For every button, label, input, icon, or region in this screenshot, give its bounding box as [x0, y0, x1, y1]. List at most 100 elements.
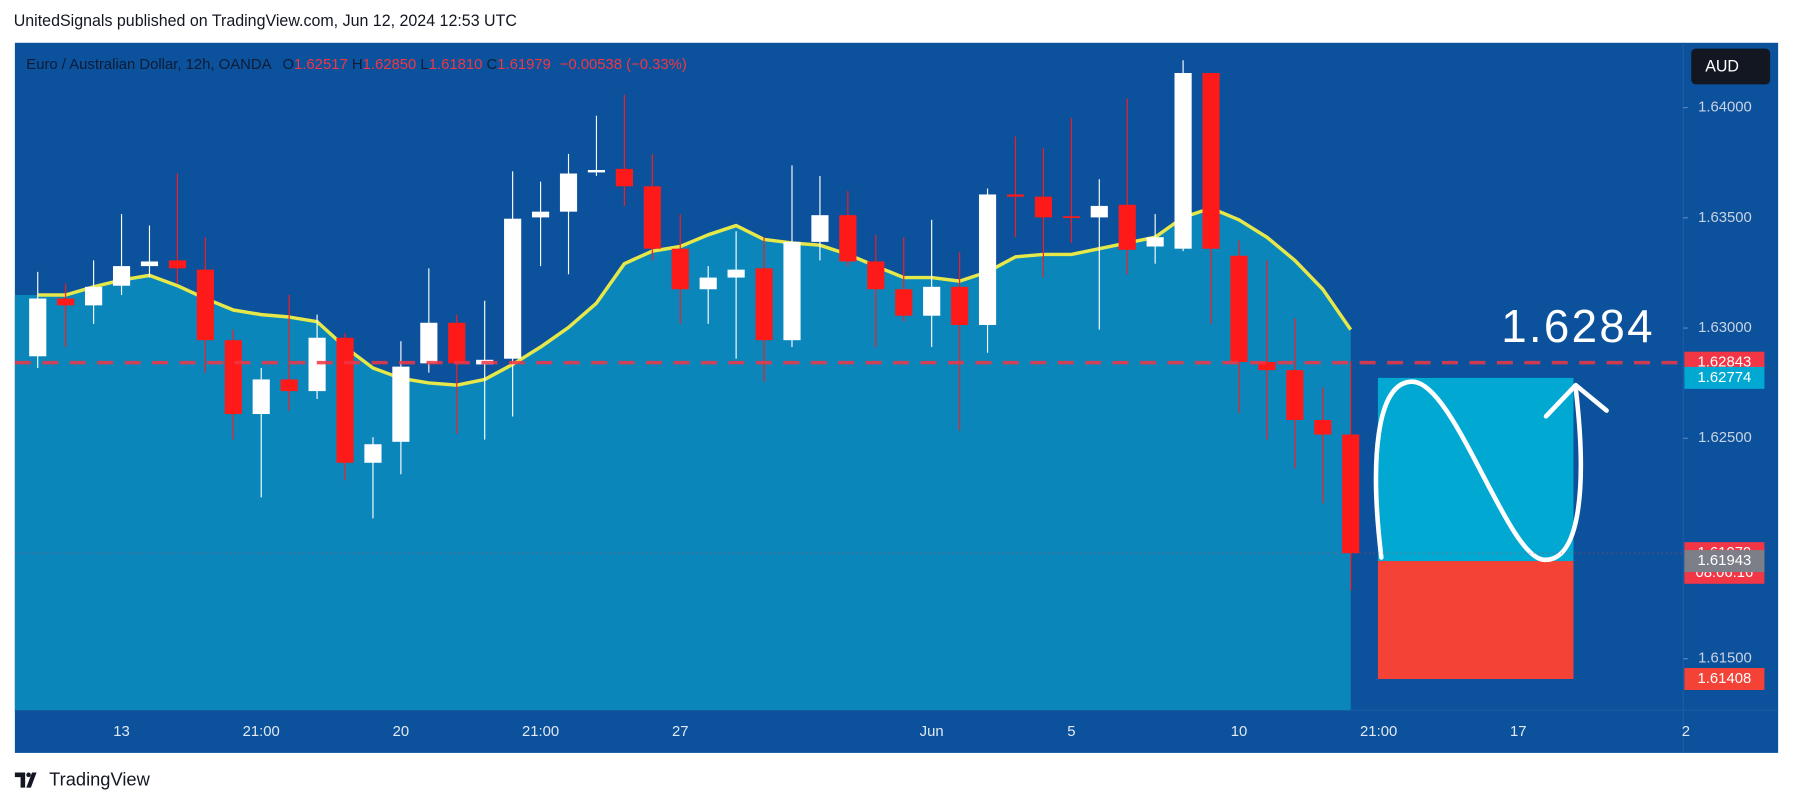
x-tick-label: 2	[1682, 723, 1690, 740]
tradingview-logo	[14, 772, 37, 788]
x-tick-label: 10	[1231, 723, 1248, 740]
candle-body	[1342, 434, 1360, 554]
target-zone	[1377, 377, 1574, 562]
candle-body	[57, 298, 75, 306]
drawing-layer	[1373, 379, 1609, 563]
y-tick-label: 1.61500	[1698, 650, 1752, 667]
candle-body	[923, 286, 941, 316]
legend-c-label: C	[487, 56, 498, 73]
stop-zone	[1377, 561, 1574, 680]
x-tick-label: 20	[393, 723, 410, 740]
candle-body	[755, 268, 773, 341]
candle-body	[392, 366, 410, 442]
candle-body	[867, 261, 885, 290]
candle-body	[978, 194, 997, 325]
candle-body	[252, 379, 270, 415]
candle-body	[839, 215, 857, 262]
candle-body	[951, 286, 969, 325]
candle-body	[1062, 216, 1080, 219]
legend-open: 1.62517	[294, 56, 348, 73]
candle-body	[196, 269, 214, 341]
marks-layer	[29, 60, 1360, 591]
candle-body	[811, 215, 829, 242]
candle-body	[671, 248, 689, 290]
x-tick-label: 21:00	[1360, 723, 1397, 740]
candle-body	[140, 261, 159, 267]
candle-body	[643, 186, 661, 249]
candle-body	[531, 211, 550, 218]
candle-body	[224, 340, 242, 415]
candle-body	[1146, 237, 1164, 247]
x-tick-label: 13	[113, 723, 130, 740]
y-tick-label: 1.63000	[1698, 319, 1752, 336]
price-annotation: 1.6284	[1501, 300, 1655, 352]
candle-body	[1314, 419, 1332, 435]
currency-button[interactable]	[1691, 48, 1771, 85]
candle-body	[895, 289, 913, 316]
candle-body	[280, 379, 298, 392]
hand-drawn-curve	[1373, 379, 1584, 563]
candle-body	[364, 444, 382, 463]
price-label: 1.62843	[1698, 354, 1752, 371]
y-tick-label: 1.62500	[1698, 429, 1752, 446]
candle-body	[1118, 204, 1136, 250]
candle-body	[1174, 72, 1192, 249]
legend-o-label: O	[282, 56, 294, 73]
candle-body	[336, 337, 354, 463]
legend-close: 1.61979	[497, 56, 551, 73]
header-text: UnitedSignals published on TradingView.c…	[14, 12, 518, 30]
x-tick-label: 17	[1510, 723, 1527, 740]
candle-body	[168, 260, 186, 269]
legend-l-label: L	[420, 56, 428, 73]
candle-body	[1202, 72, 1220, 249]
candle-body	[85, 286, 103, 306]
candle-body	[29, 298, 47, 357]
y-tick-label: 1.63500	[1698, 209, 1752, 226]
candle-body	[559, 173, 578, 212]
candle-body	[1286, 370, 1304, 420]
over-layer: 1.64000 1.63500 1.63000 1.62500 1.61500 13 21:…	[14, 99, 1765, 740]
x-tick-label: 5	[1067, 723, 1075, 740]
price-label-bg	[1684, 668, 1765, 691]
price-label: 1.61408	[1698, 670, 1752, 687]
candle-body	[420, 322, 438, 364]
x-tick-label: 21:00	[243, 723, 280, 740]
candle-body	[727, 269, 745, 278]
under-layer	[14, 208, 1574, 711]
x-tick-label: 27	[672, 723, 689, 740]
candle-body	[112, 266, 131, 286]
y-tick-label: 1.64000	[1698, 99, 1752, 116]
ma-area	[14, 208, 1351, 711]
legend-symbol: Euro / Australian Dollar, 12h, OANDA	[26, 56, 271, 73]
candle-body	[1258, 362, 1276, 371]
price-label: 1.62774	[1698, 369, 1752, 386]
legend-low: 1.61810	[429, 56, 483, 73]
legend-h-label: H	[352, 56, 363, 73]
candle-body	[1006, 194, 1025, 197]
candle-body	[308, 337, 326, 392]
candle-body	[1090, 205, 1108, 218]
legend: Euro / Australian Dollar, 12h, OANDA O1.…	[26, 56, 687, 73]
currency-label[interactable]: AUD	[1705, 57, 1739, 75]
candle-body	[699, 277, 717, 290]
candle-body	[1034, 196, 1052, 218]
price-label-bg	[1684, 550, 1765, 573]
candle-body	[1230, 255, 1248, 363]
logo-v	[26, 772, 37, 788]
candle-body	[587, 169, 606, 173]
candle-body	[504, 218, 522, 359]
price-label-bg	[1684, 366, 1765, 389]
logo-dot	[26, 772, 31, 778]
footer-brand: TradingView	[49, 768, 150, 789]
x-tick-label: Jun	[920, 723, 944, 740]
legend-change: −0.00538 (−0.33%)	[560, 56, 687, 73]
x-tick-label: 21:00	[522, 723, 559, 740]
candle-body	[448, 322, 466, 364]
candle-body	[615, 168, 633, 187]
candle-body	[783, 241, 801, 341]
legend-high: 1.62850	[363, 56, 417, 73]
price-label: 1.61943	[1698, 552, 1752, 569]
logo-t	[14, 772, 26, 788]
arrow-head	[1543, 382, 1609, 419]
